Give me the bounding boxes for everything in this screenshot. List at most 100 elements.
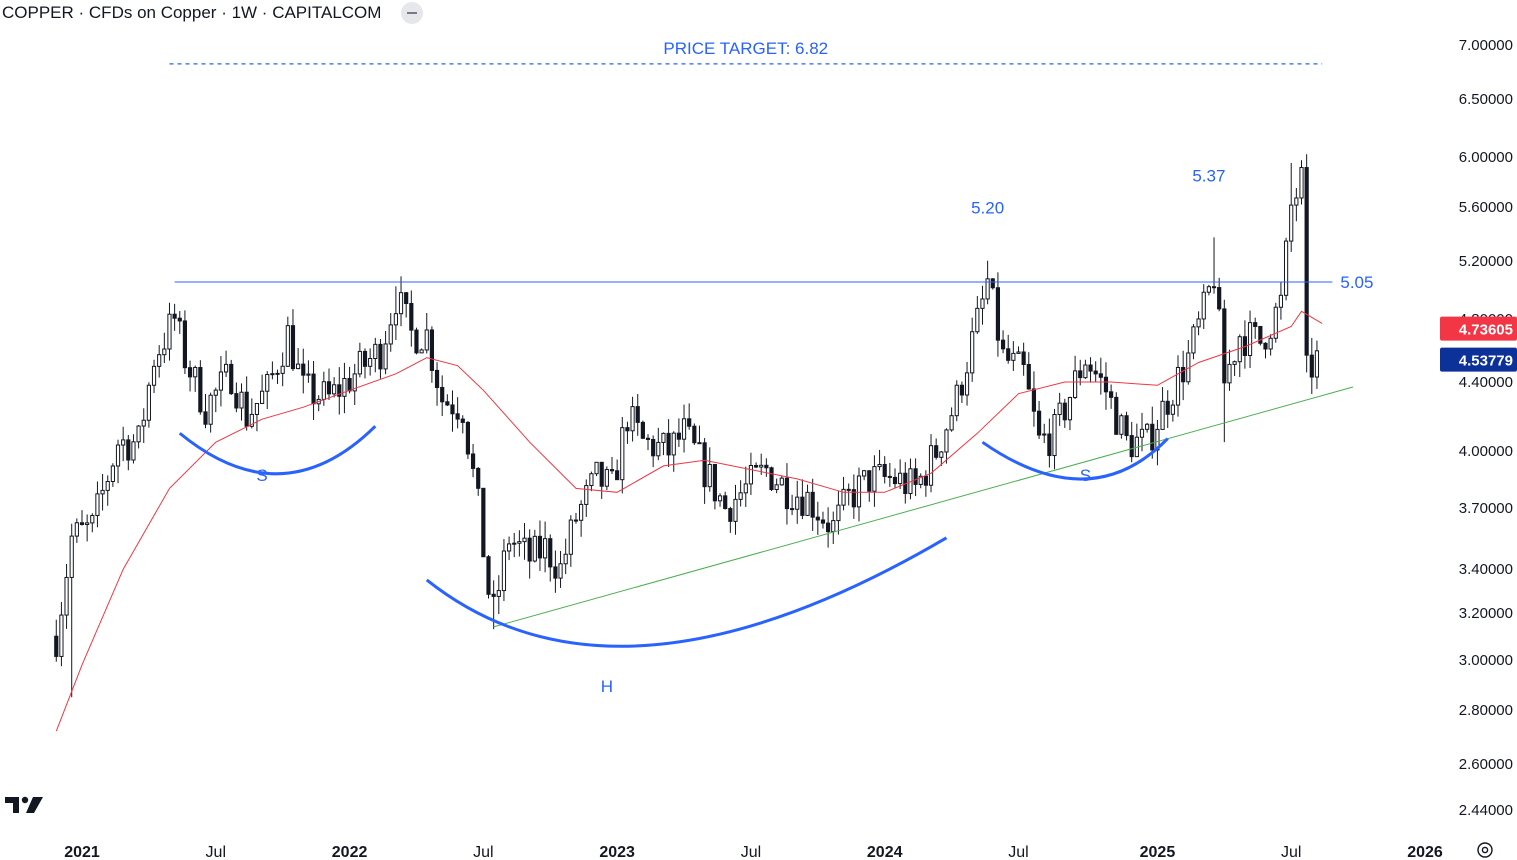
candle-up bbox=[862, 470, 867, 477]
candle-up bbox=[898, 472, 903, 485]
candle-down bbox=[1103, 376, 1109, 393]
candle-up bbox=[1314, 350, 1320, 378]
candle-up bbox=[162, 348, 167, 356]
candle-up bbox=[136, 425, 141, 443]
candle-down bbox=[882, 463, 887, 477]
candle-up bbox=[393, 313, 398, 326]
candle-up bbox=[856, 475, 862, 508]
price-axis[interactable]: 2.44000 2.60000 2.80000 3.00000 3.20000 3.400… bbox=[1459, 0, 1513, 819]
candle-down bbox=[409, 303, 414, 331]
candle-down bbox=[244, 391, 249, 427]
candle-down bbox=[815, 516, 820, 521]
candle-up bbox=[1119, 415, 1124, 435]
candle-up bbox=[373, 343, 378, 360]
settings-gear-icon[interactable] bbox=[1475, 840, 1495, 860]
candle-down bbox=[640, 421, 645, 439]
candle-up bbox=[707, 464, 712, 488]
candle-down bbox=[1217, 287, 1222, 310]
tradingview-logo-icon[interactable] bbox=[4, 794, 44, 816]
candle-down bbox=[203, 411, 208, 425]
candle-up bbox=[568, 519, 573, 555]
time-axis-tick-label: 2022 bbox=[332, 844, 368, 860]
left-shoulder-arc bbox=[178, 425, 377, 476]
candle-up bbox=[193, 367, 198, 378]
candle-down bbox=[800, 496, 805, 516]
candle-up bbox=[280, 365, 285, 374]
candle-up bbox=[260, 390, 265, 404]
trendline[interactable] bbox=[493, 386, 1354, 628]
candle-up bbox=[357, 350, 362, 375]
candle-down bbox=[1088, 364, 1093, 372]
candle-down bbox=[79, 522, 85, 525]
candle-down bbox=[959, 384, 964, 396]
candle-down bbox=[645, 437, 651, 440]
candle-up bbox=[795, 496, 800, 510]
candle-up bbox=[1011, 352, 1016, 361]
header-separator: · bbox=[216, 3, 232, 22]
candle-down bbox=[769, 467, 774, 491]
price-axis-tick-label: 5.60000 bbox=[1459, 199, 1513, 216]
symbol-name[interactable]: COPPER bbox=[2, 3, 74, 22]
candle-up bbox=[398, 292, 404, 315]
candle-down bbox=[789, 508, 795, 511]
pattern-labels: S H S bbox=[256, 466, 1091, 696]
candle-down bbox=[1093, 370, 1098, 375]
candle-up bbox=[954, 384, 959, 417]
candle-up bbox=[717, 495, 723, 502]
candle-down bbox=[429, 329, 434, 371]
candle-up bbox=[1139, 428, 1145, 438]
interval-label[interactable]: 1W bbox=[231, 3, 258, 22]
candle-up bbox=[594, 461, 599, 475]
candle-up bbox=[975, 307, 980, 333]
candle-up bbox=[208, 394, 213, 425]
candle-down bbox=[486, 556, 491, 595]
candle-up bbox=[681, 418, 687, 440]
candle-up bbox=[774, 484, 779, 491]
candle-down bbox=[1304, 167, 1309, 356]
pattern-arcs bbox=[178, 425, 1169, 648]
candle-down bbox=[404, 292, 409, 305]
collapse-legend-icon[interactable] bbox=[401, 2, 424, 24]
price-axis-tick-label: 6.50000 bbox=[1459, 91, 1513, 108]
candle-down bbox=[934, 445, 939, 458]
candle-up bbox=[1145, 423, 1150, 430]
candle-down bbox=[1078, 370, 1083, 379]
candle-up bbox=[939, 451, 944, 458]
moving-average-line bbox=[55, 310, 1323, 732]
price-axis-tick-label: 2.60000 bbox=[1459, 756, 1513, 773]
candle-down bbox=[126, 439, 131, 461]
candle-up bbox=[501, 550, 507, 592]
candle-down bbox=[666, 432, 671, 456]
candle-up bbox=[1196, 318, 1201, 328]
head-arc bbox=[425, 536, 948, 648]
candle-up bbox=[115, 444, 121, 467]
candle-down bbox=[326, 381, 332, 395]
candle-up bbox=[964, 372, 970, 396]
candle-up bbox=[805, 491, 810, 516]
price-axis-tick-label: 3.00000 bbox=[1459, 652, 1513, 669]
candle-down bbox=[1165, 400, 1170, 415]
candle-down bbox=[537, 535, 543, 559]
candle-down bbox=[676, 432, 681, 440]
peak-label: 5.37 bbox=[1192, 166, 1225, 185]
price-axis-tick-label: 3.40000 bbox=[1459, 561, 1513, 578]
candle-down bbox=[923, 475, 928, 486]
time-axis[interactable]: 2021 Jul 2022 Jul 2023 Jul 2024 Jul 2025 Jul 2026 bbox=[64, 844, 1443, 860]
candle-down bbox=[990, 278, 995, 289]
candle-up bbox=[64, 576, 69, 616]
candle-up bbox=[1016, 351, 1021, 354]
candle-down bbox=[851, 489, 856, 508]
time-axis-tick-label: 2026 bbox=[1407, 844, 1443, 860]
time-axis-tick-label: 2025 bbox=[1140, 844, 1176, 860]
candle-up bbox=[970, 331, 975, 374]
candle-down bbox=[1309, 354, 1314, 378]
candle-down bbox=[1062, 402, 1067, 421]
candle-down bbox=[414, 329, 419, 354]
candle-down bbox=[450, 404, 455, 415]
candle-up bbox=[985, 278, 990, 300]
candle-up bbox=[748, 464, 754, 485]
candle-up bbox=[584, 485, 589, 505]
header-separator: · bbox=[73, 3, 89, 22]
candle-up bbox=[1170, 404, 1175, 415]
